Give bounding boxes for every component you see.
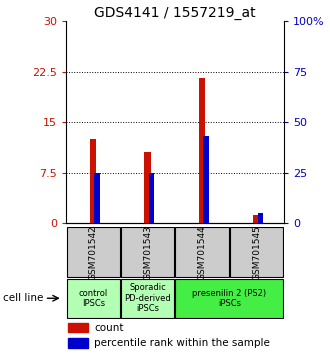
Bar (203, 136, 209, 223)
Bar (90, 139, 96, 223)
FancyBboxPatch shape (176, 227, 229, 278)
Bar (253, 215, 260, 223)
FancyBboxPatch shape (121, 227, 174, 278)
Bar (258, 213, 263, 223)
Text: GSM701542: GSM701542 (89, 225, 98, 280)
Text: control
IPSCs: control IPSCs (79, 289, 108, 308)
Bar (199, 78, 205, 223)
Bar (68, 338, 88, 348)
FancyBboxPatch shape (67, 227, 120, 278)
Text: percentile rank within the sample: percentile rank within the sample (94, 338, 270, 348)
Bar (68, 323, 88, 332)
FancyBboxPatch shape (230, 227, 283, 278)
Text: Sporadic
PD-derived
iPSCs: Sporadic PD-derived iPSCs (124, 283, 171, 313)
Text: cell line: cell line (3, 293, 44, 303)
Bar (145, 152, 151, 223)
FancyBboxPatch shape (67, 279, 120, 318)
Text: count: count (94, 322, 124, 333)
Title: GDS4141 / 1557219_at: GDS4141 / 1557219_at (94, 6, 256, 20)
Bar (94, 172, 100, 223)
FancyBboxPatch shape (121, 279, 174, 318)
Text: presenilin 2 (PS2)
iPSCs: presenilin 2 (PS2) iPSCs (192, 289, 266, 308)
Text: GSM701545: GSM701545 (252, 225, 261, 280)
Bar (149, 172, 154, 223)
FancyBboxPatch shape (176, 279, 283, 318)
Text: GSM701543: GSM701543 (143, 225, 152, 280)
Text: GSM701544: GSM701544 (198, 225, 207, 280)
